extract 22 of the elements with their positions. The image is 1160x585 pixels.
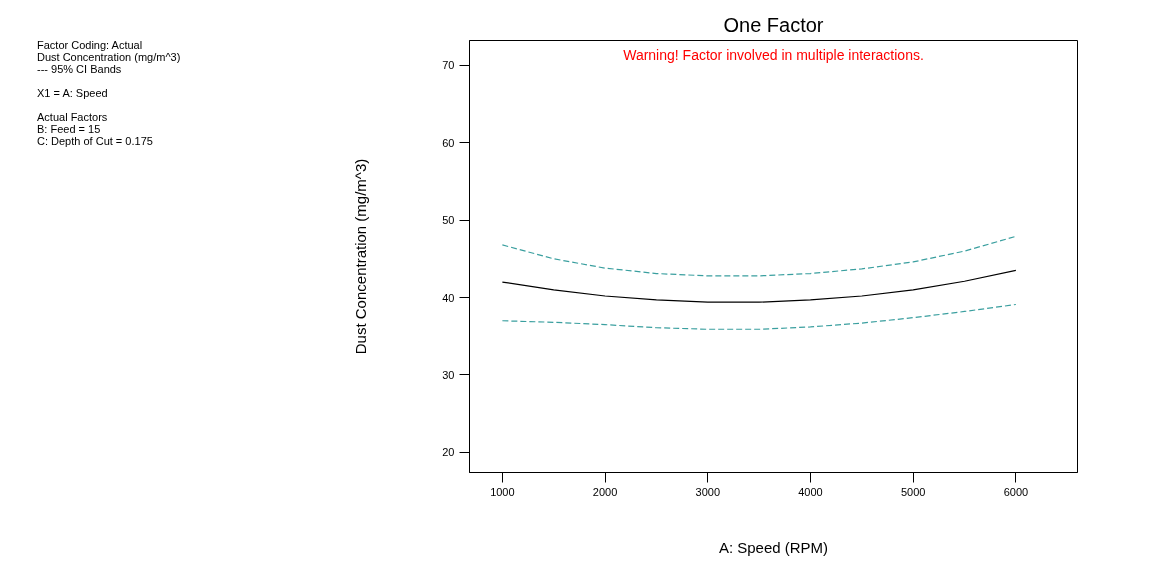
chart-title: One Factor bbox=[723, 13, 824, 36]
y-axis-title: Dust Concentration (mg/m^3) bbox=[352, 158, 370, 355]
y-tick-label: 30 bbox=[442, 368, 455, 381]
x-tick-label: 6000 bbox=[1003, 485, 1029, 498]
text: Actual Factors B: Feed = 15 C: Depth of Cut = 0.175 bbox=[37, 111, 154, 147]
x-axis-title: A: Speed (RPM) bbox=[718, 538, 829, 556]
line-series bbox=[501, 269, 1017, 303]
x-tick-label: 4000 bbox=[798, 485, 823, 498]
y-tick-label: 60 bbox=[442, 136, 455, 149]
x-tick-label: 5000 bbox=[900, 485, 926, 498]
text: Factor Coding: Actual Dust Concentration (mg/m^3) --- 95% CI Bands bbox=[37, 39, 181, 75]
y-tick-label: 20 bbox=[442, 446, 455, 459]
x-tick-label: 3000 bbox=[695, 485, 721, 498]
y-tick-label: 40 bbox=[442, 291, 455, 304]
y-tick-label: 70 bbox=[442, 59, 455, 72]
x-tick-label: 2000 bbox=[592, 485, 618, 498]
text: X1 = A: Speed bbox=[37, 87, 109, 99]
line-series bbox=[501, 235, 1017, 277]
chart-subtitle: Warning! Factor involved in multiple interactions. bbox=[623, 46, 924, 63]
y-tick-label: 50 bbox=[442, 214, 455, 227]
x-tick-label: 1000 bbox=[490, 485, 515, 498]
line-series bbox=[501, 303, 1017, 330]
